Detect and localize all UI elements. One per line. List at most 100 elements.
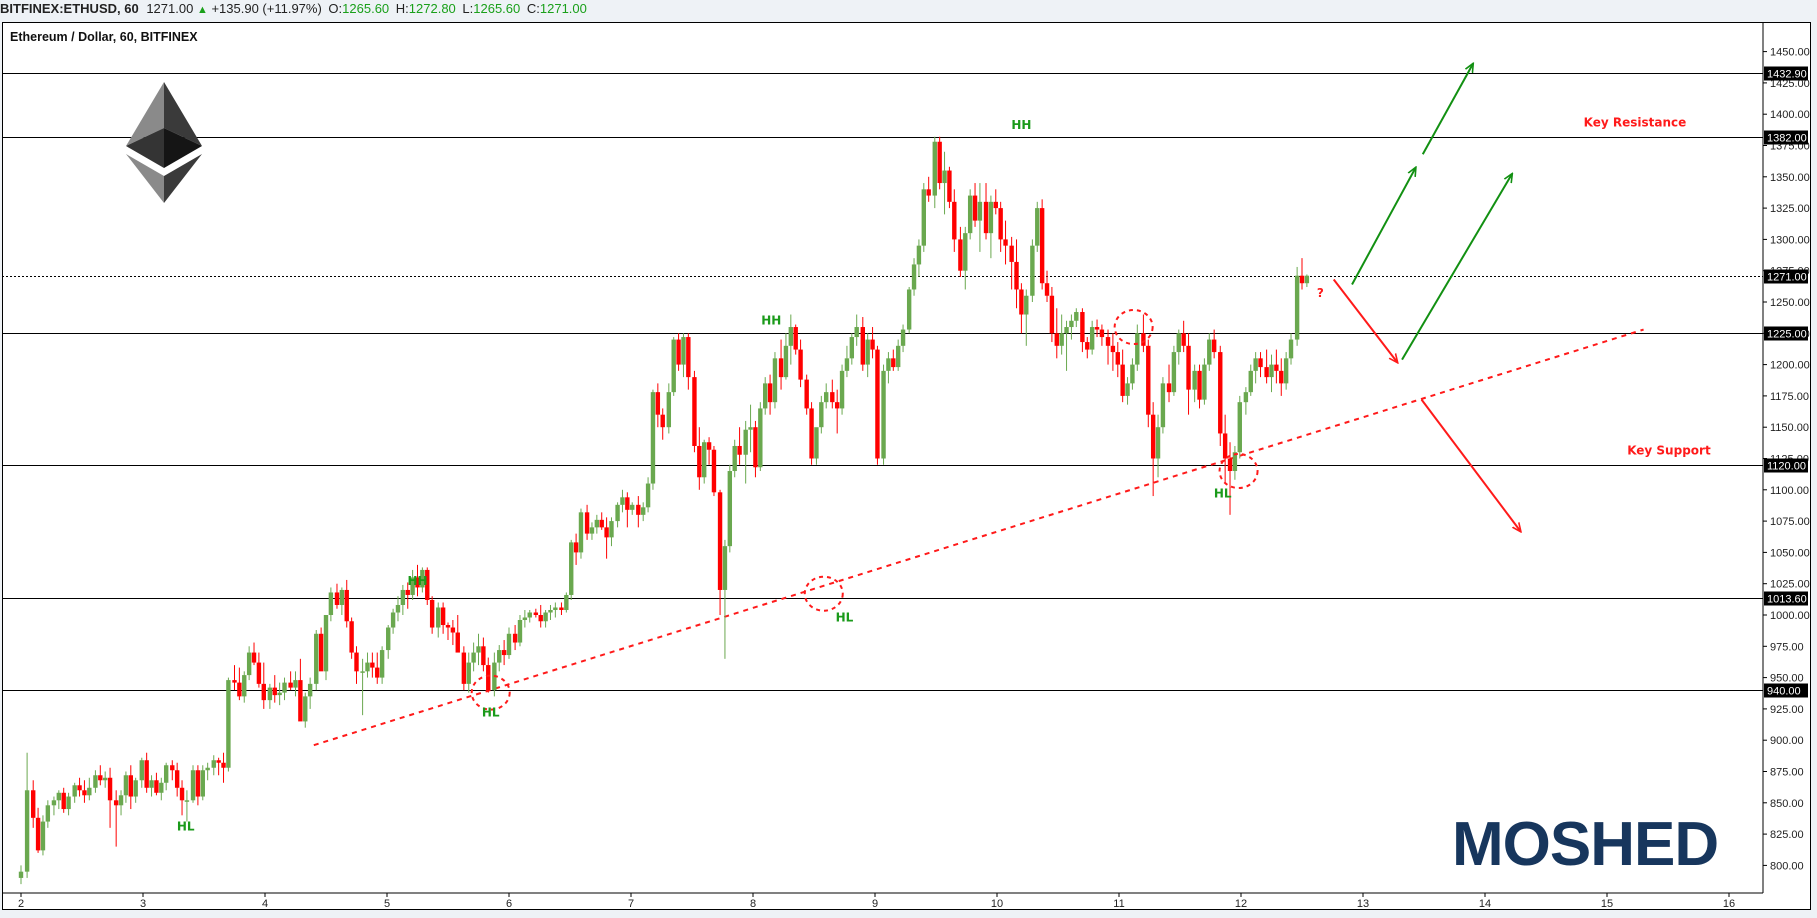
candle (1035, 208, 1040, 246)
candle (1110, 345, 1116, 353)
candle (174, 770, 180, 788)
green-arrow[interactable] (1421, 64, 1473, 155)
candle (963, 233, 968, 271)
candle (354, 652, 359, 672)
candle (205, 767, 210, 771)
red-arrow[interactable] (1420, 399, 1521, 531)
candle (998, 208, 1003, 240)
candle (481, 646, 486, 666)
candle (1135, 333, 1140, 365)
candle (1171, 352, 1177, 393)
candle (727, 471, 733, 547)
candle (56, 792, 62, 801)
green-arrow[interactable] (1401, 174, 1512, 361)
price-tick: 1075.00 (1770, 516, 1810, 528)
candle (497, 650, 502, 663)
candle (107, 777, 113, 801)
candle (512, 633, 518, 643)
candle (1264, 367, 1269, 378)
key-level-label: Key Support (1627, 444, 1711, 458)
candle (533, 612, 539, 615)
candle (133, 780, 138, 797)
candle (564, 594, 569, 610)
candle (1054, 333, 1059, 346)
candle (298, 680, 303, 722)
swing-label: HL (1214, 486, 1232, 500)
green-arrow[interactable] (1351, 168, 1415, 285)
candle (947, 170, 952, 202)
circle-markers (470, 309, 1259, 711)
candle (645, 483, 651, 508)
candle (1258, 358, 1263, 368)
candle (793, 327, 798, 350)
candle (641, 507, 646, 515)
candle (1160, 383, 1166, 428)
candle (517, 620, 523, 643)
candle (334, 592, 340, 605)
circle-marker (470, 674, 511, 711)
price-tick: 1100.00 (1770, 485, 1809, 497)
candle (594, 519, 600, 528)
candle (501, 650, 507, 656)
price-tick: 1400.00 (1770, 109, 1810, 121)
price-tick: 825.00 (1770, 829, 1804, 841)
candle (360, 671, 365, 673)
candle (584, 512, 590, 534)
candle (1146, 345, 1151, 415)
ascending-trendline[interactable] (313, 328, 1644, 747)
candle (839, 370, 845, 409)
candle (697, 445, 702, 478)
swing-label: HH (407, 574, 427, 588)
candles (18, 136, 1310, 885)
candle (476, 646, 481, 653)
price-tick: 800.00 (1770, 860, 1804, 872)
candle (200, 770, 205, 797)
time-tick: 7 (628, 898, 634, 910)
candle (1207, 339, 1212, 365)
trendline[interactable] (313, 328, 1644, 747)
price-tick: 1425.00 (1770, 78, 1810, 90)
time-tick: 10 (991, 898, 1003, 910)
candle (1222, 433, 1228, 459)
close-value: 1271.00 (539, 1, 587, 16)
candle (98, 775, 103, 781)
candle (620, 497, 625, 505)
candle (242, 675, 247, 697)
candle (375, 667, 380, 678)
candle (926, 189, 931, 196)
candle (814, 427, 819, 459)
candle (128, 775, 133, 797)
candle (650, 392, 656, 484)
time-axis[interactable]: 2 3 4 5 6 7 8 9 10 11 12 13 14 15 16 (18, 893, 1735, 910)
annotations: HL HH HL HH HL HH HL? Key Resistance Key Support (177, 116, 1711, 834)
candle (370, 662, 375, 668)
projection-arrows[interactable] (1332, 64, 1521, 531)
candle (1105, 337, 1111, 346)
candle (1019, 289, 1024, 315)
candle (221, 762, 226, 768)
candle (251, 652, 257, 663)
candle (798, 349, 803, 380)
candle (988, 201, 994, 234)
candle (900, 329, 906, 346)
time-tick: 8 (750, 898, 756, 910)
candle (952, 201, 957, 240)
candle (154, 780, 159, 793)
candle (967, 195, 973, 234)
candle (226, 680, 231, 768)
candle (692, 377, 697, 446)
red-arrow[interactable] (1332, 278, 1397, 362)
candle (615, 504, 620, 522)
candle (1299, 275, 1305, 284)
time-tick: 2 (18, 898, 24, 910)
candle (461, 652, 467, 684)
candle (415, 577, 420, 588)
candle (958, 239, 963, 271)
price-tick: 1450.00 (1770, 47, 1810, 59)
candle (1009, 245, 1014, 262)
price-tag (1764, 269, 1808, 284)
candle (748, 427, 753, 430)
candle (1039, 208, 1045, 284)
candle (1176, 333, 1181, 353)
